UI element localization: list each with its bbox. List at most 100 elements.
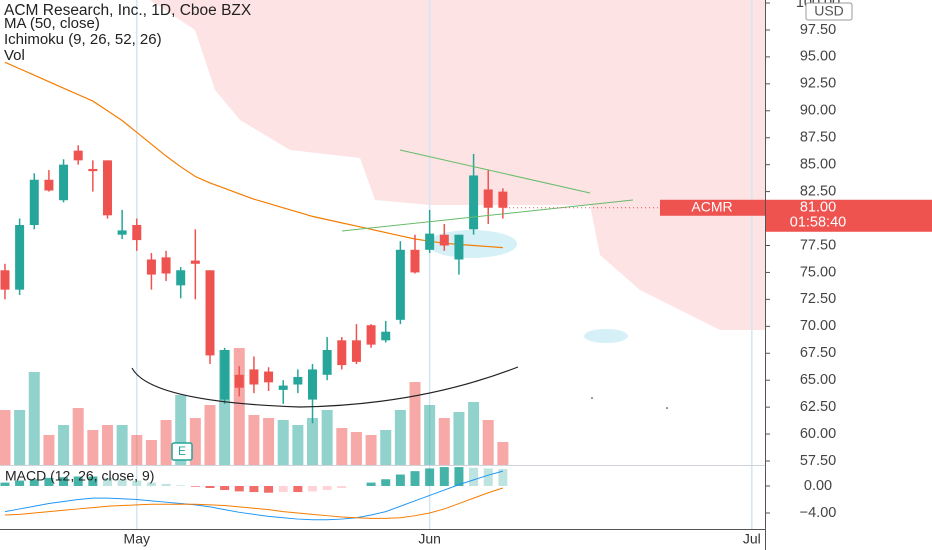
currency: USD: [814, 3, 844, 19]
candle-body: [351, 340, 361, 362]
legend-entry: Ichimoku (9, 26, 52, 26): [4, 31, 162, 48]
histogram-bar: [249, 485, 259, 493]
candle-body: [132, 225, 142, 241]
y-tick-label: −4.00: [800, 505, 837, 521]
histogram-bar: [410, 471, 420, 486]
candle-body: [425, 233, 435, 250]
histogram-bar: [176, 485, 186, 486]
histogram-bar: [483, 468, 493, 486]
candle-body: [308, 369, 318, 400]
trend-line: [399, 149, 591, 194]
candle-body: [29, 179, 39, 226]
candle-body: [469, 175, 479, 230]
y-tick-label: 77.50: [800, 237, 836, 253]
histogram-bar: [44, 477, 54, 486]
y-tick-label: 95.00: [800, 49, 836, 65]
volume-bar: [160, 420, 172, 465]
candle-body: [366, 325, 376, 345]
y-tick-label: 70.00: [800, 318, 836, 334]
legend: ACM Research, Inc., 1D, Cboe BZX MA (50,…: [4, 2, 252, 64]
histogram-bar: [146, 482, 156, 486]
volume-bar: [233, 348, 245, 465]
y-tick-label: 87.50: [800, 130, 836, 146]
histogram-bar: [293, 485, 303, 493]
volume-bar: [453, 412, 465, 465]
candle-body: [161, 257, 171, 274]
histogram-bar: [88, 476, 98, 486]
ma-line: [4, 61, 503, 249]
volume-bar: [292, 425, 304, 465]
candle-body: [176, 270, 186, 286]
macd-label: MACD (12, 26, close, 9): [5, 468, 154, 484]
price-tag: [766, 199, 932, 232]
histogram-bar: [454, 467, 464, 486]
candle-body: [454, 234, 464, 260]
y-tick-label: 82.50: [800, 183, 836, 199]
volume-bar: [189, 418, 201, 465]
symbol-tag: [660, 199, 765, 216]
y-tick-label: 60.00: [800, 426, 836, 442]
histogram-bar: [190, 485, 200, 487]
trend-line: [341, 199, 634, 232]
candle-body: [234, 374, 244, 388]
histogram-bar: [15, 480, 25, 486]
countdown: 01:58:40: [790, 215, 846, 231]
candle-body: [249, 369, 259, 385]
histogram-bar: [308, 485, 318, 492]
candle-body: [59, 164, 69, 201]
candle-body: [88, 168, 98, 172]
volume-bar: [277, 420, 289, 465]
currency-box: [805, 2, 853, 21]
histogram-bar: [395, 474, 405, 486]
background: [150, 0, 765, 343]
candle-body: [44, 179, 54, 191]
histogram-bar: [337, 485, 347, 489]
histogram-bar: [366, 482, 376, 486]
volume-bar: [497, 442, 509, 465]
y-tick-label: 85.00: [800, 156, 836, 172]
volume-bar: [394, 410, 406, 465]
histogram-bar: [234, 485, 244, 492]
legend-entry: MA (50, close): [4, 15, 100, 32]
volume-bar: [204, 405, 216, 465]
drawings: [131, 149, 668, 409]
candle-body: [483, 189, 493, 208]
x-tick-label: May: [124, 531, 150, 547]
earnings-label: E: [178, 444, 186, 458]
y-tick-label: 67.50: [800, 345, 836, 361]
histogram-bar: [132, 480, 142, 486]
volume-bar: [28, 372, 40, 465]
volume-bar: [424, 405, 436, 465]
histogram-bar: [59, 477, 69, 486]
candle-body: [395, 249, 405, 320]
dot: [666, 407, 668, 409]
dot: [591, 397, 593, 399]
candle-body: [439, 234, 449, 246]
histogram-bar: [0, 482, 10, 486]
y-tick-label: 90.00: [800, 103, 836, 119]
volume-bar: [101, 425, 113, 465]
volume-bar: [58, 425, 70, 465]
cup-curve: [131, 366, 519, 408]
candle-body: [0, 270, 10, 290]
candle-body: [293, 376, 303, 385]
histogram-bar: [278, 485, 288, 493]
candle-body: [146, 259, 156, 275]
candle-body: [337, 340, 347, 366]
volume-bar: [72, 408, 84, 465]
candle-body: [205, 270, 215, 356]
volume-bar: [438, 418, 450, 465]
volume-bar: [87, 430, 99, 465]
histogram-bar: [220, 485, 230, 491]
macd-line: [4, 470, 504, 521]
histogram-bar: [29, 479, 39, 486]
histogram-bar: [425, 468, 435, 486]
histogram-bar: [73, 476, 83, 486]
volume-bar: [175, 395, 187, 465]
y-tick-label: 92.50: [800, 76, 836, 92]
candle-body: [73, 150, 83, 161]
volume-bar: [307, 418, 319, 465]
ichimoku-cloud: [150, 0, 765, 330]
candle-body: [102, 160, 112, 216]
histogram-bar: [439, 467, 449, 486]
